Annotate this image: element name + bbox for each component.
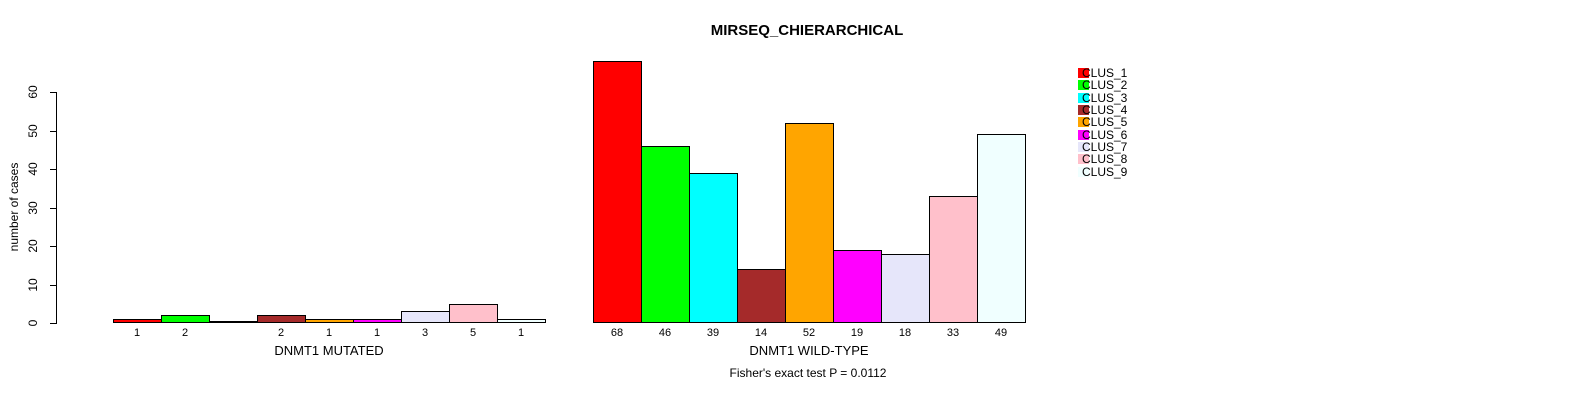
bar — [257, 315, 306, 323]
y-tick-label: 10 — [26, 278, 40, 292]
legend-label: CLUS_4 — [1082, 102, 1128, 117]
bar-label: 68 — [610, 327, 624, 339]
bar-label: 33 — [946, 327, 960, 339]
y-tick — [50, 208, 57, 209]
bar — [401, 311, 450, 323]
group-label-wild-type: DNMT1 WILD-TYPE — [749, 343, 869, 358]
legend-swatch — [1078, 154, 1089, 165]
bar — [497, 319, 546, 323]
bar — [689, 173, 738, 323]
bar — [833, 250, 882, 323]
legend-row: CLUS_2 — [1078, 79, 1127, 92]
bar — [305, 319, 354, 323]
y-tick — [50, 131, 57, 132]
legend-row: CLUS_1 — [1078, 67, 1127, 80]
bar — [785, 123, 834, 323]
bar-label: 1 — [325, 327, 333, 339]
bar-label: 1 — [373, 327, 381, 339]
y-tick — [50, 169, 57, 170]
bar-label: 2 — [181, 327, 189, 339]
y-axis-title: number of cases — [7, 162, 21, 252]
legend-row: CLUS_8 — [1078, 153, 1127, 166]
legend-swatch — [1078, 129, 1089, 140]
bar — [641, 146, 690, 323]
bar — [737, 269, 786, 323]
legend-label: CLUS_1 — [1082, 66, 1128, 80]
bar — [593, 61, 642, 323]
legend-label: CLUS_2 — [1082, 78, 1128, 93]
bar — [929, 196, 978, 323]
bar-label: 19 — [850, 327, 864, 339]
y-tick-label: 20 — [26, 239, 40, 253]
y-tick — [50, 323, 57, 324]
bar — [449, 304, 498, 323]
bar-label: 39 — [706, 327, 720, 339]
bar — [977, 134, 1026, 323]
bar — [161, 315, 210, 323]
bar-label: 5 — [469, 327, 477, 339]
legend-row: CLUS_6 — [1078, 128, 1127, 141]
y-tick-label: 40 — [26, 162, 40, 176]
bar-label: 49 — [994, 327, 1008, 339]
legend-swatch — [1078, 68, 1089, 78]
legend-row: CLUS_3 — [1078, 91, 1127, 104]
bar-label: 1 — [133, 327, 141, 339]
legend-row: CLUS_5 — [1078, 116, 1127, 129]
legend-row: CLUS_4 — [1078, 103, 1127, 116]
legend-label: CLUS_6 — [1082, 127, 1128, 142]
group-label-mutated: DNMT1 MUTATED — [274, 343, 384, 358]
y-tick-label: 0 — [26, 319, 40, 327]
bar-label: 14 — [754, 327, 768, 339]
legend-row: CLUS_7 — [1078, 140, 1127, 153]
legend-swatch — [1078, 92, 1089, 103]
bar-label: 46 — [658, 327, 672, 339]
y-tick — [50, 92, 57, 93]
legend-swatch — [1078, 141, 1089, 152]
y-tick-label: 60 — [26, 85, 40, 99]
legend-swatch — [1078, 80, 1089, 91]
bar-label: 1 — [517, 327, 525, 339]
bar-label: 52 — [802, 327, 816, 339]
legend-label: CLUS_5 — [1082, 115, 1128, 130]
chart-title: MIRSEQ_CHIERARCHICAL — [710, 22, 904, 39]
bar — [209, 321, 258, 323]
y-tick-label: 30 — [26, 201, 40, 215]
bar — [353, 319, 402, 323]
legend-label: CLUS_7 — [1082, 139, 1128, 154]
bar — [113, 319, 162, 323]
bar-label: 2 — [277, 327, 285, 339]
legend-label: CLUS_3 — [1082, 90, 1128, 105]
bar-label: 3 — [421, 327, 429, 339]
legend-label: CLUS_9 — [1082, 164, 1128, 179]
annotation-text: Fisher's exact test P = 0.0112 — [729, 366, 887, 380]
y-tick — [50, 285, 57, 286]
legend-swatch — [1078, 104, 1089, 115]
bar-label: 18 — [898, 327, 912, 339]
legend-swatch — [1078, 117, 1089, 128]
y-tick — [50, 246, 57, 247]
legend-row: CLUS_9 — [1078, 165, 1127, 178]
legend-label: CLUS_8 — [1082, 152, 1128, 167]
y-tick-label: 50 — [26, 124, 40, 138]
bar — [881, 254, 930, 323]
legend-swatch — [1078, 166, 1089, 177]
